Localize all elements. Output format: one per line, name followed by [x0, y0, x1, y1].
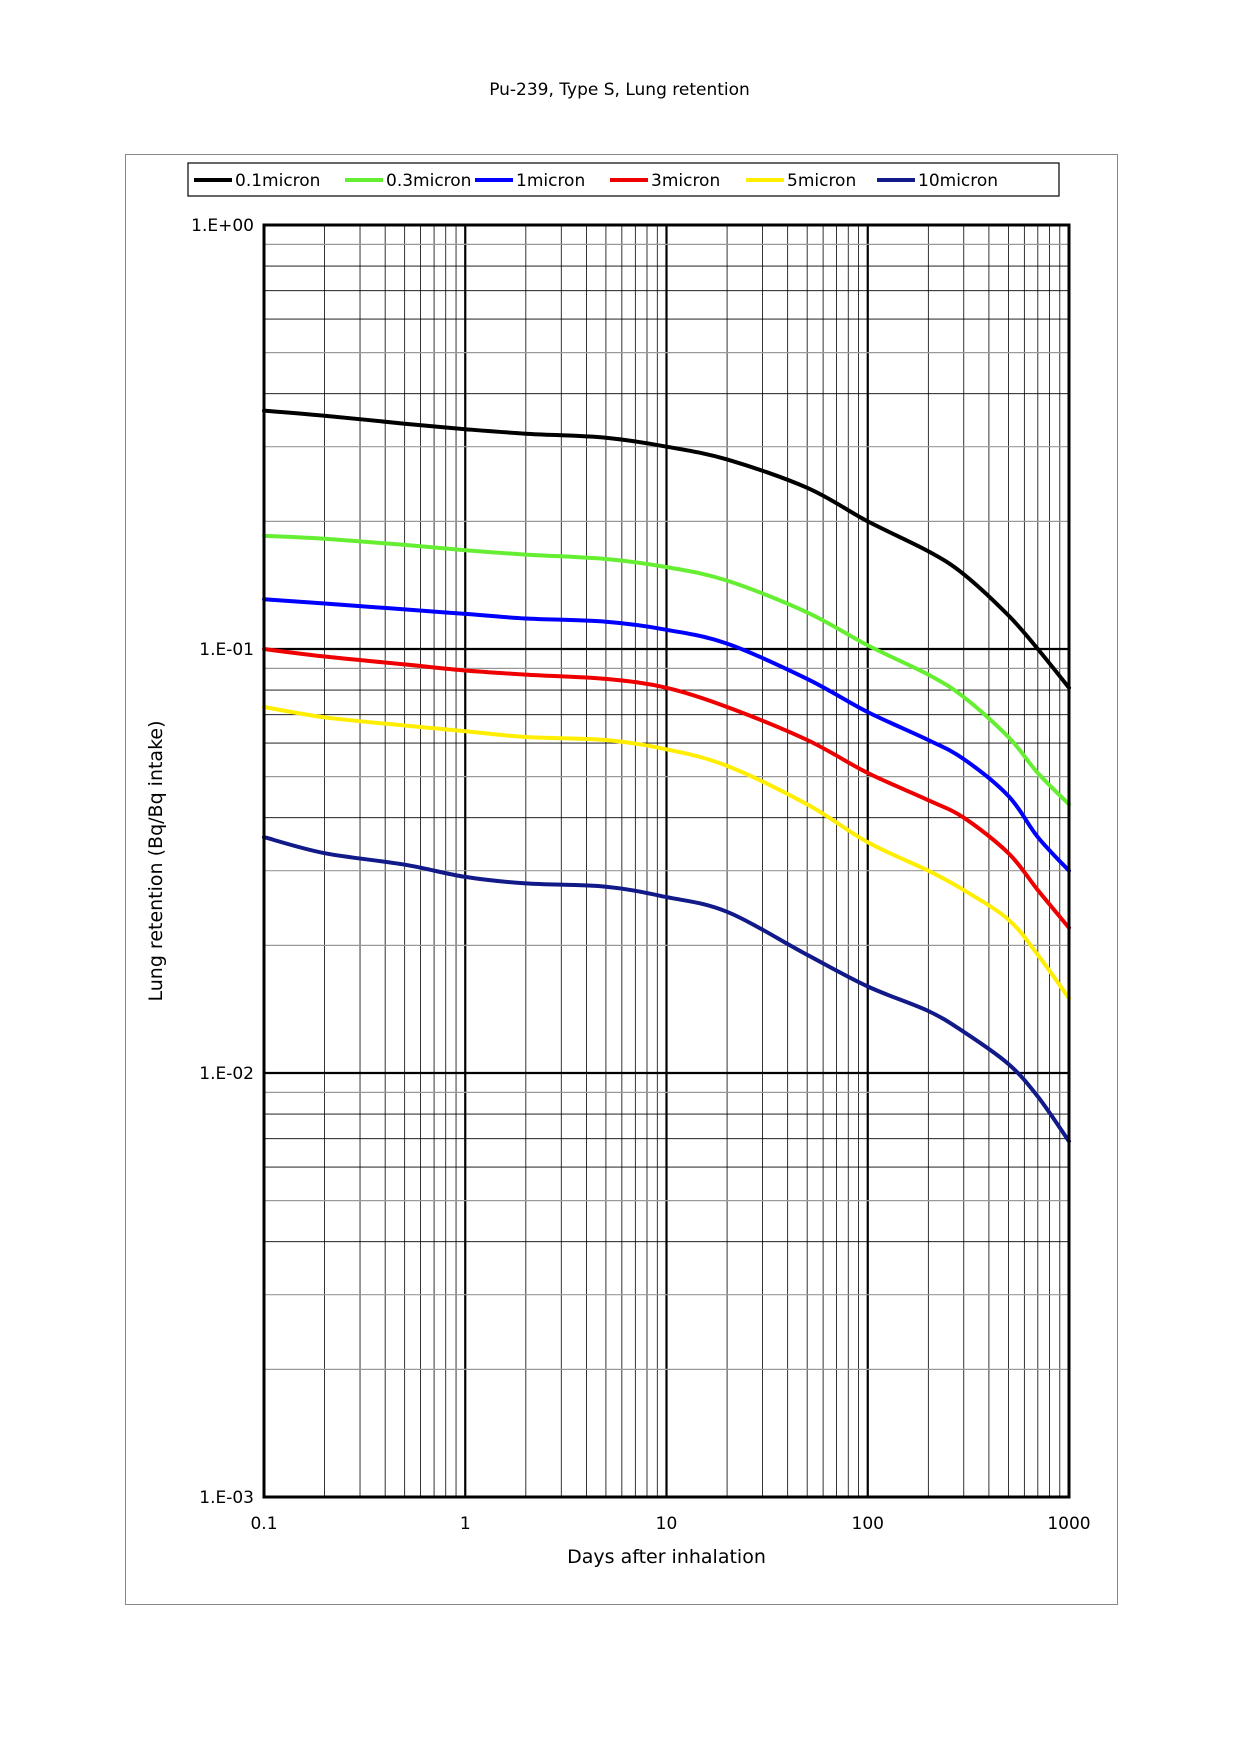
x-tick-label: 100 [852, 1514, 884, 1534]
series-lines [262, 408, 1071, 1144]
legend-label: 1micron [516, 171, 585, 191]
legend-label: 0.1micron [235, 171, 320, 191]
x-tick-label: 10 [656, 1514, 678, 1534]
x-axis-label: Days after inhalation [567, 1546, 766, 1568]
y-tick-label: 1.E-01 [199, 640, 254, 660]
series-line-10micron [262, 835, 1071, 1144]
y-tick-label: 1.E-02 [199, 1064, 254, 1084]
legend-label: 0.3micron [386, 171, 471, 191]
axes: 0.1 1 10 100 1000 1.E+00 1.E-01 1.E-02 1.E-03 Day… [145, 216, 1091, 1568]
chart-area: 0.1 1 10 100 1000 1.E+00 1.E-01 1.E-02 1.E-03 Day… [125, 154, 1118, 1605]
plot-frame [262, 223, 1071, 1499]
series-line-0.1micron [262, 408, 1071, 690]
series-line-5micron [262, 705, 1071, 1001]
series-line-3micron [262, 647, 1071, 930]
legend-label: 5micron [787, 171, 856, 191]
y-tick-label: 1.E+00 [191, 216, 254, 236]
y-axis-label: Lung retention (Bq/Bq intake) [145, 720, 167, 1001]
series-line-1micron [262, 597, 1071, 873]
legend: 0.1micron 0.3micron 1micron 3micron 5micron 1… [187, 162, 1060, 197]
legend-label: 3micron [651, 171, 720, 191]
x-tick-label: 1 [460, 1514, 471, 1534]
chart-title: Pu-239, Type S, Lung retention [489, 80, 750, 100]
lung-retention-chart: 0.1 1 10 100 1000 1.E+00 1.E-01 1.E-02 1.E-03 Day… [145, 162, 1091, 1568]
series-line-0.3micron [262, 533, 1071, 807]
x-tick-label: 0.1 [250, 1514, 277, 1534]
y-tick-label: 1.E-03 [199, 1488, 254, 1508]
legend-label: 10micron [918, 171, 998, 191]
x-tick-label: 1000 [1047, 1514, 1090, 1534]
